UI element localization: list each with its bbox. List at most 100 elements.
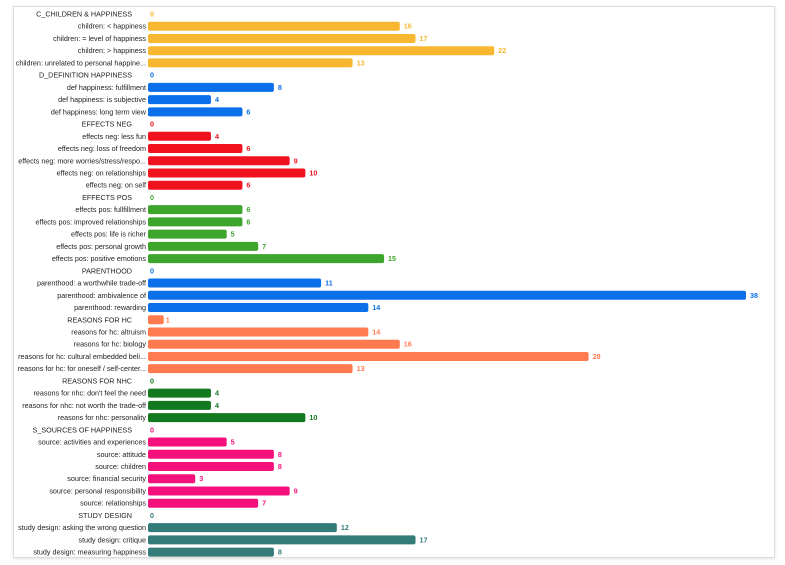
category-label-reasons-for-hc-for-oneself-self-center: reasons for hc: for oneself / self-cente… <box>18 364 146 373</box>
value-label-d-definition-happiness: 0 <box>150 71 154 80</box>
bar-reasons-for-nhc-don-t-feel-the-need[interactable] <box>148 388 211 398</box>
value-label-children-level-of-happiness: 17 <box>420 34 428 43</box>
group-header-reasons-for-hc: REASONS FOR HC <box>67 315 132 324</box>
value-label-def-happiness-long-term-view: 6 <box>246 107 250 116</box>
category-label-effects-neg-more-worries-stress-respo: effects neg: more worries/stress/respo..… <box>18 156 146 165</box>
category-label-parenthood-a-worthwhile-trade-off: parenthood: a worthwhile trade-off <box>37 279 146 288</box>
value-label-effects-pos-positive-emotions: 15 <box>388 254 396 263</box>
value-label-effects-neg-on-self: 6 <box>246 181 250 190</box>
bar-effects-pos-positive-emotions[interactable] <box>148 254 385 264</box>
category-label-reasons-for-nhc-personality: reasons for nhc: personality <box>58 413 147 422</box>
bar-children-happiness[interactable] <box>148 21 400 31</box>
bar-source-children[interactable] <box>148 462 274 472</box>
bar-reasons-for-hc-biology[interactable] <box>148 339 400 349</box>
bar-def-happiness-long-term-view[interactable] <box>148 107 243 117</box>
value-label-study-design-measuring-happiness: 8 <box>278 548 282 557</box>
bar-def-happiness-fulfillment[interactable] <box>148 82 274 92</box>
bar-effects-neg-less-fun[interactable] <box>148 131 211 141</box>
bar-effects-neg-on-self[interactable] <box>148 180 243 190</box>
bar-study-design-asking-the-wrong-question[interactable] <box>148 523 337 533</box>
value-label-effects-pos-fullfillment: 6 <box>246 205 250 214</box>
value-label-reasons-for-nhc-not-worth-the-trade-off: 4 <box>215 401 219 410</box>
value-label-effects-pos-personal-growth: 7 <box>262 242 266 251</box>
bar-reasons-for-nhc-personality[interactable] <box>148 413 306 423</box>
category-label-reasons-for-hc-cultural-embedded-beli: reasons for hc: cultural embedded beli..… <box>18 352 146 361</box>
group-header-effects-neg: EFFECTS NEG <box>82 120 133 129</box>
category-label-effects-neg-less-fun: effects neg: less fun <box>82 132 146 141</box>
bar-source-personal-responsibility[interactable] <box>148 486 290 496</box>
bar-parenthood-ambivalence-of[interactable] <box>148 290 746 300</box>
category-label-study-design-measuring-happiness: study design: measuring happiness <box>33 548 146 557</box>
bar-study-design-critique[interactable] <box>148 535 416 545</box>
category-label-reasons-for-nhc-not-worth-the-trade-off: reasons for nhc: not worth the trade-off <box>22 401 146 410</box>
group-header-d-definition-happiness: D_DEFINITION HAPPINESS <box>39 71 132 80</box>
value-label-effects-pos-life-is-richer: 5 <box>231 230 235 239</box>
value-label-c-children-happiness: 0 <box>150 10 154 19</box>
value-label-children-unrelated-to-personal-happine: 13 <box>357 58 365 67</box>
group-header-reasons-for-nhc: REASONS FOR NHC <box>62 376 132 385</box>
value-label-reasons-for-hc-for-oneself-self-center: 13 <box>357 364 365 373</box>
value-label-effects-pos: 0 <box>150 193 154 202</box>
category-label-source-activities-and-experiences: source: activities and experiences <box>38 438 146 447</box>
value-label-reasons-for-hc-altruism: 14 <box>372 327 380 336</box>
group-header-parenthood: PARENTHOOD <box>82 266 132 275</box>
bar-source-attitude[interactable] <box>148 449 274 459</box>
category-label-parenthood-rewarding: parenthood: rewarding <box>74 303 146 312</box>
bar-reasons-for-hc-cultural-embedded-beli[interactable] <box>148 351 589 361</box>
category-label-reasons-for-hc-biology: reasons for hc: biology <box>74 340 147 349</box>
bar-reasons-for-nhc-not-worth-the-trade-off[interactable] <box>148 400 211 410</box>
bar-effects-pos-improved-relationships[interactable] <box>148 217 243 227</box>
bar-children-level-of-happiness[interactable] <box>148 33 416 43</box>
category-label-effects-neg-loss-of-freedom: effects neg: loss of freedom <box>58 144 146 153</box>
value-label-source-attitude: 8 <box>278 450 282 459</box>
bar-effects-pos-life-is-richer[interactable] <box>148 229 227 239</box>
bar-children-happiness[interactable] <box>148 46 495 56</box>
bar-source-relationships[interactable] <box>148 498 259 508</box>
group-header-s-sources-of-happiness: S_SOURCES OF HAPPINESS <box>33 425 133 434</box>
value-label-children-happiness: 22 <box>498 46 506 55</box>
bar-source-financial-security[interactable] <box>148 474 196 484</box>
value-label-source-activities-and-experiences: 5 <box>231 438 235 447</box>
bar-study-design-measuring-happiness[interactable] <box>148 547 274 557</box>
category-label-source-attitude: source: attitude <box>97 450 146 459</box>
group-header-study-design: STUDY DESIGN <box>78 511 132 520</box>
bar-source-activities-and-experiences[interactable] <box>148 437 227 447</box>
bar-effects-pos-fullfillment[interactable] <box>148 205 243 215</box>
value-label-effects-neg: 0 <box>150 120 154 129</box>
value-label-children-happiness: 16 <box>404 22 412 31</box>
category-label-effects-pos-fullfillment: effects pos: fullfillment <box>75 205 146 214</box>
value-label-parenthood: 0 <box>150 266 154 275</box>
bar-reasons-for-hc-altruism[interactable] <box>148 327 369 337</box>
bar-reasons-for-hc-for-oneself-self-center[interactable] <box>148 364 353 374</box>
category-label-effects-neg-on-relationships: effects neg: on relationships <box>57 168 147 177</box>
bar-children-unrelated-to-personal-happine[interactable] <box>148 58 353 68</box>
group-header-effects-pos: EFFECTS POS <box>82 193 132 202</box>
bar-parenthood-a-worthwhile-trade-off[interactable] <box>148 278 322 288</box>
bar-effects-pos-personal-growth[interactable] <box>148 241 259 251</box>
value-label-effects-neg-less-fun: 4 <box>215 132 219 141</box>
group-header-c-children-happiness: C_CHILDREN & HAPPINESS <box>36 10 132 19</box>
chart-panel <box>13 6 775 558</box>
category-label-source-personal-responsibility: source: personal responsibility <box>49 486 146 495</box>
bar-effects-neg-more-worries-stress-respo[interactable] <box>148 156 290 166</box>
value-label-effects-neg-on-relationships: 10 <box>309 168 317 177</box>
category-label-effects-pos-life-is-richer: effects pos: life is richer <box>71 230 147 239</box>
value-label-def-happiness-is-subjective: 4 <box>215 95 219 104</box>
category-label-children-happiness: children: < happiness <box>78 22 147 31</box>
bar-parenthood-rewarding[interactable] <box>148 303 369 313</box>
category-label-def-happiness-long-term-view: def happiness: long term view <box>51 107 147 116</box>
category-label-children-unrelated-to-personal-happine: children: unrelated to personal happine.… <box>16 58 146 67</box>
value-label-reasons-for-hc-cultural-embedded-beli: 28 <box>593 352 601 361</box>
category-label-reasons-for-hc-altruism: reasons for hc: altruism <box>71 327 146 336</box>
category-label-source-financial-security: source: financial security <box>67 474 146 483</box>
bar-def-happiness-is-subjective[interactable] <box>148 95 211 105</box>
bar-reasons-for-hc[interactable] <box>148 315 164 325</box>
bar-effects-neg-on-relationships[interactable] <box>148 168 306 178</box>
value-label-s-sources-of-happiness: 0 <box>150 425 154 434</box>
category-label-effects-pos-improved-relationships: effects pos: improved relationships <box>35 217 146 226</box>
value-label-parenthood-ambivalence-of: 38 <box>750 291 758 300</box>
value-label-source-children: 8 <box>278 462 282 471</box>
value-label-reasons-for-nhc: 0 <box>150 376 154 385</box>
bar-effects-neg-loss-of-freedom[interactable] <box>148 144 243 154</box>
